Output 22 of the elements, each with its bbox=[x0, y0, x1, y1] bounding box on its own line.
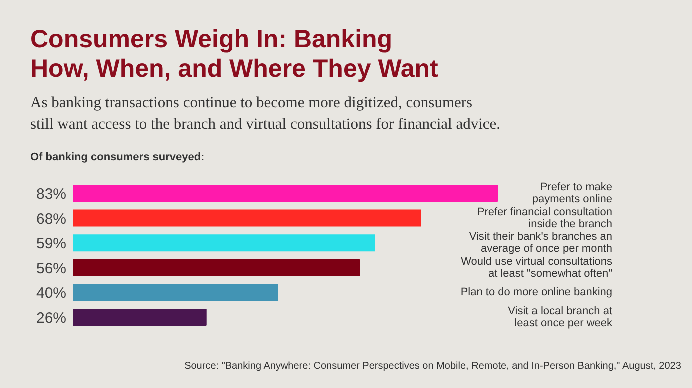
data-label: 83% bbox=[36, 186, 67, 203]
bar bbox=[73, 210, 422, 227]
data-label: 40% bbox=[36, 285, 67, 302]
y-tick-label: Plan to do more online banking bbox=[460, 286, 613, 299]
data-label: 68% bbox=[36, 210, 67, 228]
chart-subtitle: As banking transactions continue to become more digitized, consumers still want access to the branch and virtual consultations for financial advice. bbox=[30, 94, 501, 133]
data-label: 56% bbox=[36, 260, 67, 278]
chart-title: Consumers Weigh In: Banking How, When, and Where They Want bbox=[30, 26, 440, 83]
data-label: 59% bbox=[36, 236, 67, 253]
bar bbox=[73, 234, 376, 252]
y-tick-label: Prefer financial consultation inside the branch bbox=[477, 206, 613, 230]
text: Of banking consumers surveyed: bbox=[30, 152, 205, 164]
bar bbox=[73, 259, 360, 276]
bar bbox=[73, 309, 207, 326]
y-tick-label: Visit their bank's branches an average of once per month bbox=[469, 231, 613, 256]
bar bbox=[73, 185, 498, 202]
y-tick-label: Would use virtual consultations at least "somewhat often" bbox=[461, 256, 613, 280]
y-tick-label: Prefer to make payments online bbox=[532, 182, 613, 206]
y-tick-label: Visit a local branch at least once per week bbox=[508, 306, 613, 330]
source-note: Source: "Banking Anywhere: Consumer Perspectives on Mobile, Remote, and In-Person Banking," August, 2023 bbox=[184, 361, 682, 372]
data-label: 26% bbox=[36, 310, 67, 327]
bar bbox=[73, 284, 278, 302]
